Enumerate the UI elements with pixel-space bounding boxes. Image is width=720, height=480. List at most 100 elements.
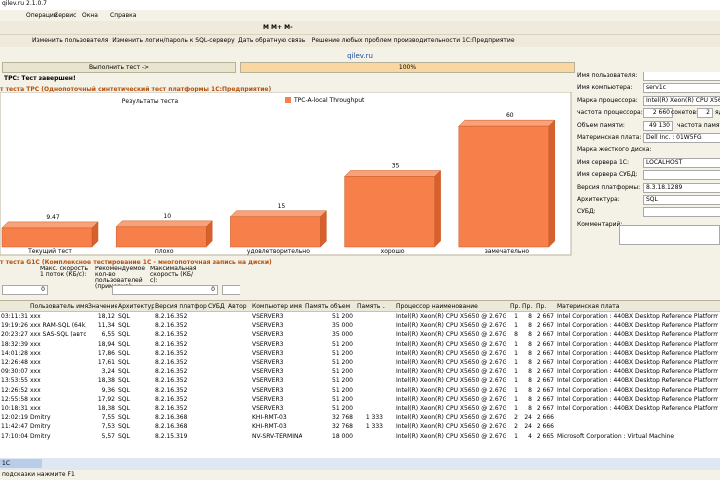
- table-cell: 2 667: [536, 368, 554, 376]
- info-value[interactable]: serv1c: [643, 83, 720, 94]
- window-tab[interactable]: 1С: [0, 459, 42, 468]
- table-cell: 51 200: [332, 340, 353, 348]
- g1c-panel: Макс. скорость 1 поток (КБ/с): 0 Рекоменду…: [0, 266, 240, 298]
- toolbar-link[interactable]: Дать обратную связь: [238, 37, 306, 44]
- table-cell: 2 665: [536, 432, 554, 440]
- table-cell: 51 200: [332, 377, 353, 385]
- bar-front: [230, 216, 321, 248]
- table-cell: Intel(R) Xeon(R) CPU X5650 @ 2.67GHz: [396, 359, 506, 366]
- toolbar-link[interactable]: Изменить пользователя: [32, 37, 109, 44]
- table-cell: 10:18:31: [1, 405, 28, 412]
- run-button[interactable]: Выполнить тест ->: [2, 62, 236, 73]
- table-cell: SQL: [118, 405, 130, 412]
- info-label: Версия платформы:: [577, 183, 641, 191]
- header-row: [0, 301, 720, 312]
- info-value[interactable]: [619, 224, 720, 245]
- table-cell: 7,53: [101, 423, 115, 431]
- table-cell: 19:19:26: [1, 322, 28, 330]
- toolbar-link[interactable]: Решение любых проблем производительности…: [311, 37, 515, 44]
- table-cell: Intel(R) Xeon(R) CPU X5650 @ 2.67GHz: [396, 414, 506, 422]
- table-cell: VSERVER3: [252, 322, 284, 330]
- table-cell: 2 667: [536, 405, 554, 412]
- table-cell: Intel Corporation : 440BX Desktop Refere…: [557, 395, 718, 403]
- memory-buttons[interactable]: M M+ M-: [263, 24, 293, 31]
- status-text: TPC: Тест завершен!: [4, 75, 76, 82]
- menu-item[interactable]: Операции: [26, 12, 58, 19]
- table-cell: SQL: [118, 377, 130, 385]
- table-cell: 1: [514, 313, 518, 320]
- table-cell: VSERVER3: [252, 359, 284, 366]
- table-cell: VSERVER3: [252, 368, 284, 376]
- table-cell: 1: [514, 368, 518, 376]
- info-value[interactable]: LOCALHOST: [643, 157, 720, 168]
- table-cell: 8: [528, 368, 532, 376]
- table-cell: 8.2.16.352: [155, 359, 188, 366]
- bar-top: [1, 221, 99, 229]
- bar-top: [343, 170, 442, 177]
- info-value[interactable]: [643, 207, 720, 218]
- table-cell: 32 768: [332, 423, 353, 431]
- table-cell: 2: [514, 423, 518, 431]
- info-value[interactable]: Dell Inc. : 01W5FG: [643, 133, 720, 143]
- toolbar-link[interactable]: Изменить логин/пароль к SQL-серверу: [112, 37, 235, 44]
- table-cell: 09:30:07: [1, 368, 28, 376]
- table-cell: SQL: [118, 395, 130, 403]
- table-cell: 5,57: [101, 432, 115, 440]
- table-cell: 1 333: [365, 414, 383, 422]
- info-value[interactable]: SQL: [643, 195, 720, 205]
- info-value[interactable]: 8.3.18.1289: [643, 182, 720, 193]
- table-cell: xxx: [30, 395, 41, 403]
- table-cell: 24: [524, 423, 532, 431]
- site-link[interactable]: qilev.ru: [347, 52, 373, 60]
- table-cell: 18,12: [97, 313, 115, 320]
- bar: [115, 220, 213, 248]
- menu-bar: Операции Сервис Окна Справка: [0, 10, 720, 21]
- table-cell: xxx: [30, 368, 41, 376]
- info-label: Марка процессора:: [577, 96, 638, 104]
- info-value[interactable]: [643, 72, 720, 81]
- table-cell: SQL: [118, 432, 130, 440]
- bar-front: [458, 125, 550, 248]
- table-cell: Intel(R) Xeon(R) CPU X5650 @ 2.67GHz: [396, 423, 506, 431]
- table-cell: Dmitry: [30, 432, 51, 440]
- chart: Результаты теста TPC-A-local Throughput 9.…: [0, 92, 572, 256]
- table-cell: Intel Corporation : 440BX Desktop Refere…: [557, 313, 718, 320]
- info-label: частота процессора:: [577, 109, 643, 117]
- table-cell: 8.2.16.352: [155, 340, 188, 348]
- table-cell: 12:55:58: [1, 395, 28, 403]
- table-cell: xxx: [30, 377, 41, 385]
- table-cell: Intel Corporation : 440BX Desktop Refere…: [557, 405, 718, 412]
- table-cell: 8: [528, 313, 532, 320]
- info-value: 2: [697, 108, 713, 119]
- bar-side: [320, 210, 327, 248]
- table-cell: VSERVER3: [252, 331, 284, 339]
- table-cell: VSERVER3: [252, 349, 284, 357]
- x-tick-label: замечательно: [485, 248, 530, 255]
- table-cell: Intel Corporation : 440BX Desktop Refere…: [557, 340, 718, 348]
- table-cell: 1: [514, 349, 518, 357]
- table-cell: 4: [528, 432, 532, 440]
- table-cell: 2: [514, 414, 518, 422]
- table-cell: 8.2.16.352: [155, 322, 188, 330]
- field-label: Макс. скорость 1 поток (КБ/с):: [40, 266, 88, 278]
- table-cell: KHI-RMT-03: [252, 423, 287, 431]
- table-cell: 12:02:19: [1, 414, 28, 422]
- table-cell: 11,34: [97, 322, 115, 330]
- table-cell: 11:42:47: [1, 423, 28, 431]
- menu-item[interactable]: Окна: [82, 12, 98, 19]
- info-value[interactable]: Intel(R) Xeon(R) CPU X565: [643, 95, 720, 106]
- table-cell: 35 000: [332, 331, 353, 339]
- table-cell: 8.2.16.352: [155, 386, 188, 394]
- table-cell: 2 667: [536, 359, 554, 366]
- table-cell: 35 000: [332, 322, 353, 330]
- table-cell: 8: [528, 331, 532, 339]
- table-cell: 51 200: [332, 313, 353, 320]
- menu-item[interactable]: Сервис: [54, 12, 77, 19]
- value-label: 35: [392, 163, 400, 170]
- table-cell: 1: [514, 395, 518, 403]
- table-cell: Microsoft Corporation : Virtual Machine: [557, 432, 675, 440]
- menu-item[interactable]: Справка: [110, 12, 137, 19]
- table-cell: 8: [528, 395, 532, 403]
- info-value[interactable]: [643, 170, 720, 181]
- group-title: т теста TPC (Однопоточный синтетический …: [0, 86, 272, 93]
